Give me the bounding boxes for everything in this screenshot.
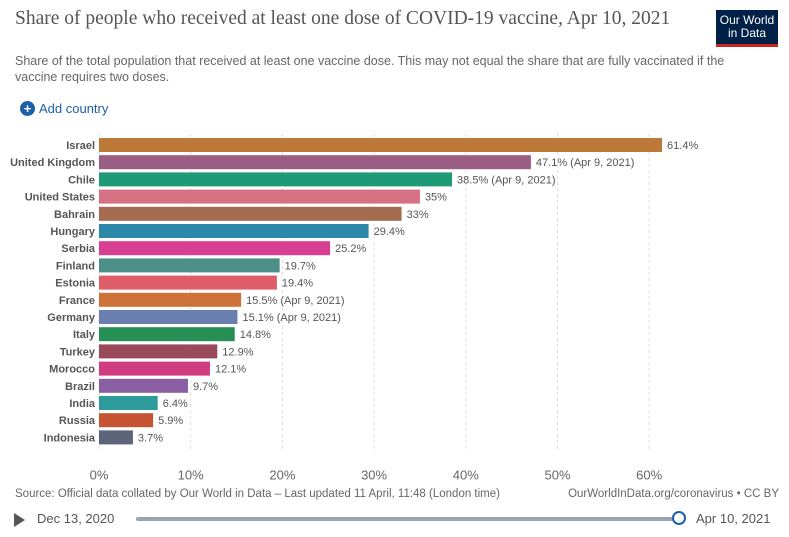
category-label: India xyxy=(69,398,96,410)
add-country-label: Add country xyxy=(39,101,109,116)
timeline-handle[interactable] xyxy=(672,511,686,525)
bar xyxy=(99,224,369,238)
category-label: Turkey xyxy=(60,346,96,358)
value-label: 19.7% xyxy=(285,260,316,272)
category-label: Chile xyxy=(68,174,95,186)
bar-chart: 0% 10% 20% 30% 40% 50% 60% Israel 61.4% United Ki… xyxy=(10,134,698,482)
value-label: 19.4% xyxy=(282,278,313,290)
value-label: 3.7% xyxy=(138,432,163,444)
bar xyxy=(99,378,188,393)
category-label: Italy xyxy=(73,329,96,341)
bar xyxy=(99,155,531,170)
bar xyxy=(99,189,420,204)
bar xyxy=(99,361,210,376)
x-tick-label: 10% xyxy=(178,468,204,482)
x-tick-label: 20% xyxy=(269,468,295,482)
timeline-track[interactable] xyxy=(136,517,681,521)
category-label: Morocco xyxy=(49,364,95,376)
category-label: France xyxy=(59,295,95,307)
x-tick-label: 40% xyxy=(453,468,479,482)
credit-link[interactable]: OurWorldInData.org/coronavirus • CC BY xyxy=(568,488,779,500)
timeline-fill xyxy=(136,517,681,521)
value-label: 33% xyxy=(407,209,429,221)
value-label: 15.5% (Apr 9, 2021) xyxy=(246,295,344,307)
value-label: 29.4% xyxy=(374,226,405,238)
value-label: 25.2% xyxy=(335,243,366,255)
value-label: 9.7% xyxy=(193,381,218,393)
bar xyxy=(99,430,133,445)
source-note[interactable]: Source: Official data collated by Our Wo… xyxy=(15,488,500,500)
play-icon[interactable] xyxy=(14,513,25,527)
timeline-start-date[interactable]: Dec 13, 2020 xyxy=(37,511,115,526)
owid-logo[interactable]: Our World in Data xyxy=(716,10,778,47)
timeline[interactable]: Dec 13, 2020 Apr 10, 2021 xyxy=(14,510,784,530)
category-label: Germany xyxy=(47,312,96,324)
value-label: 35% xyxy=(425,192,447,204)
category-label: Finland xyxy=(56,260,95,272)
bar xyxy=(99,310,238,324)
bar xyxy=(99,396,158,410)
category-label: Israel xyxy=(66,140,95,152)
bar xyxy=(99,172,453,187)
category-label: Indonesia xyxy=(44,432,96,444)
bar xyxy=(99,344,218,359)
value-label: 14.8% xyxy=(240,329,271,341)
category-label: Estonia xyxy=(55,278,96,290)
category-label: Brazil xyxy=(65,381,95,393)
value-label: 47.1% (Apr 9, 2021) xyxy=(536,157,634,169)
bar xyxy=(99,258,280,273)
plus-circle-icon: + xyxy=(20,101,35,116)
chart-title: Share of people who received at least on… xyxy=(15,8,671,29)
value-label: 15.1% (Apr 9, 2021) xyxy=(242,312,340,324)
bar xyxy=(99,327,235,342)
value-label: 6.4% xyxy=(163,398,188,410)
x-tick-label: 50% xyxy=(544,468,570,482)
value-label: 38.5% (Apr 9, 2021) xyxy=(457,174,555,186)
bar xyxy=(99,241,331,256)
bar xyxy=(99,413,154,428)
value-label: 12.1% xyxy=(215,364,246,376)
logo-line-2: in Data xyxy=(727,26,767,40)
value-label: 12.9% xyxy=(222,346,253,358)
category-label: United Kingdom xyxy=(10,157,95,169)
value-label: 61.4% xyxy=(667,140,698,152)
category-label: Russia xyxy=(59,415,96,427)
chart-subtitle: Share of the total population that recei… xyxy=(15,54,725,84)
add-country-button[interactable]: + Add country xyxy=(20,101,108,116)
bar xyxy=(99,206,402,221)
bar xyxy=(99,138,663,152)
category-label: United States xyxy=(25,192,95,204)
bar xyxy=(99,292,242,307)
value-label: 5.9% xyxy=(158,415,183,427)
category-label: Serbia xyxy=(61,243,96,255)
logo-line-1: Our World xyxy=(719,13,775,27)
timeline-end-date[interactable]: Apr 10, 2021 xyxy=(696,511,771,526)
x-tick-label: 30% xyxy=(361,468,387,482)
category-label: Hungary xyxy=(50,226,96,238)
x-tick-label: 60% xyxy=(636,468,662,482)
category-label: Bahrain xyxy=(54,209,95,221)
bar xyxy=(99,275,277,290)
x-tick-label: 0% xyxy=(90,468,109,482)
